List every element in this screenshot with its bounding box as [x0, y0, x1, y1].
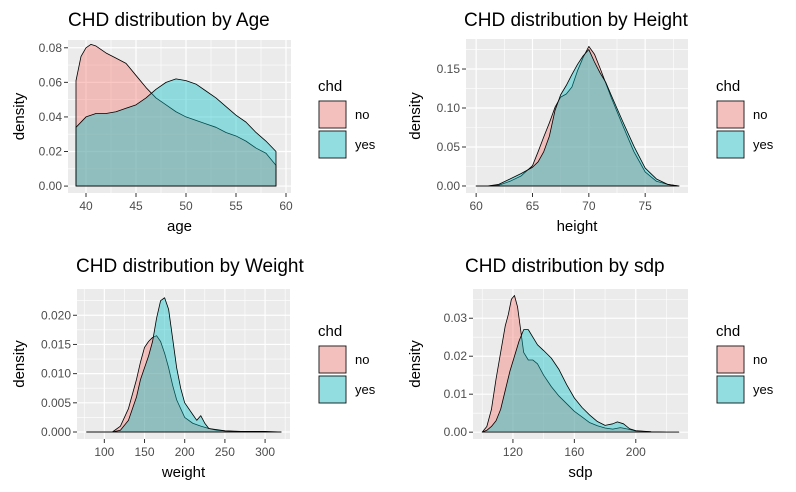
chart-title: CHD distribution by Weight	[76, 256, 304, 277]
density-area-yes	[481, 329, 680, 433]
density-area-no	[475, 46, 680, 187]
x-tick-label: 160	[564, 445, 584, 459]
x-tick-label: 60	[469, 199, 483, 213]
y-tick-label: 0.005	[41, 396, 71, 410]
density-area-no	[75, 43, 277, 187]
legend-label-yes: yes	[753, 137, 774, 152]
chart-title: CHD distribution by sdp	[465, 256, 665, 277]
y-tick-label: 0.03	[444, 311, 468, 325]
chart-panel-2: 100 150 200 250 300 0.000 0.005 0.010 0.015 0.020…	[11, 256, 376, 481]
legend-title: chd	[716, 78, 740, 95]
y-tick-label: 0.00	[444, 425, 468, 439]
x-axis-title: weight	[161, 464, 206, 481]
legend-key-yes	[716, 130, 745, 159]
x-tick-label: 200	[626, 445, 646, 459]
y-tick-label: 0.020	[41, 308, 71, 322]
y-tick-label: 0.15	[437, 62, 461, 76]
y-tick-label: 0.015	[41, 337, 71, 351]
y-tick-label: 0.02	[444, 349, 468, 363]
x-axis-title: height	[557, 218, 599, 235]
legend-label-yes: yes	[753, 382, 774, 397]
legend-key-no	[716, 345, 745, 374]
legend-key-bg	[318, 375, 347, 404]
legend-label-yes: yes	[355, 382, 376, 397]
legend-title: chd	[318, 78, 342, 95]
legend-key-bg	[318, 130, 347, 159]
legend-label-yes: yes	[355, 137, 376, 152]
legend-key-bg	[716, 130, 745, 159]
legend-key-no	[716, 100, 745, 129]
chart-panel-0: 40 45 50 55 60 0.00 0.02 0.04 0.06 0.08 CHD distri…	[11, 10, 376, 235]
legend-title: chd	[318, 323, 342, 340]
legend-key-yes	[716, 375, 745, 404]
density-area-yes	[86, 297, 282, 433]
legend-label-no: no	[753, 107, 767, 122]
x-tick-label: 55	[229, 199, 243, 213]
x-axis-title: sdp	[568, 464, 592, 481]
x-tick-label: 65	[526, 199, 540, 213]
legend-label-no: no	[355, 107, 369, 122]
x-axis-title: age	[167, 218, 192, 235]
legend-key-bg	[716, 375, 745, 404]
density-area-yes	[475, 49, 680, 187]
x-tick-label: 75	[638, 199, 652, 213]
y-tick-label: 0.10	[437, 101, 461, 115]
legend-key-yes	[318, 130, 347, 159]
x-tick-label: 120	[503, 445, 523, 459]
legend-key-bg	[716, 100, 745, 129]
x-tick-label: 300	[255, 445, 275, 459]
legend-key-bg	[318, 100, 347, 129]
density-area-yes	[75, 78, 277, 187]
legend-label-no: no	[753, 352, 767, 367]
legend-key-bg	[318, 345, 347, 374]
y-tick-label: 0.08	[39, 41, 63, 55]
legend-key-yes	[318, 375, 347, 404]
y-axis-title: density	[407, 92, 424, 140]
y-axis-title: density	[11, 340, 28, 388]
x-tick-label: 150	[135, 445, 155, 459]
legend-key-bg	[716, 345, 745, 374]
chart-title: CHD distribution by Height	[464, 10, 689, 31]
plot-background	[473, 289, 688, 439]
chart-panel-3: 120 160 200 0.00 0.01 0.02 0.03 CHD distributio…	[407, 256, 774, 481]
x-tick-label: 250	[215, 445, 235, 459]
legend-key-no	[318, 100, 347, 129]
x-tick-label: 45	[129, 199, 143, 213]
chart-panel-1: 60 65 70 75 0.00 0.05 0.10 0.15 CHD distribution…	[407, 10, 774, 235]
x-tick-label: 200	[175, 445, 195, 459]
y-tick-label: 0.04	[39, 110, 63, 124]
legend-key-no	[318, 345, 347, 374]
density-area-no	[481, 295, 680, 433]
y-tick-label: 0.010	[41, 367, 71, 381]
y-axis-title: density	[11, 92, 28, 140]
legend-title: chd	[716, 323, 740, 340]
y-tick-label: 0.05	[437, 140, 461, 154]
y-tick-label: 0.01	[444, 387, 468, 401]
y-axis-title: density	[407, 340, 424, 388]
x-tick-label: 40	[79, 199, 93, 213]
chart-title: CHD distribution by Age	[68, 10, 270, 31]
y-tick-label: 0.02	[39, 145, 63, 159]
x-tick-label: 100	[94, 445, 114, 459]
x-tick-label: 50	[179, 199, 193, 213]
y-tick-label: 0.000	[41, 425, 71, 439]
y-tick-label: 0.00	[437, 179, 461, 193]
x-tick-label: 60	[279, 199, 293, 213]
y-tick-label: 0.00	[39, 179, 63, 193]
y-tick-label: 0.06	[39, 75, 63, 89]
x-tick-label: 70	[582, 199, 596, 213]
legend-label-no: no	[355, 352, 369, 367]
